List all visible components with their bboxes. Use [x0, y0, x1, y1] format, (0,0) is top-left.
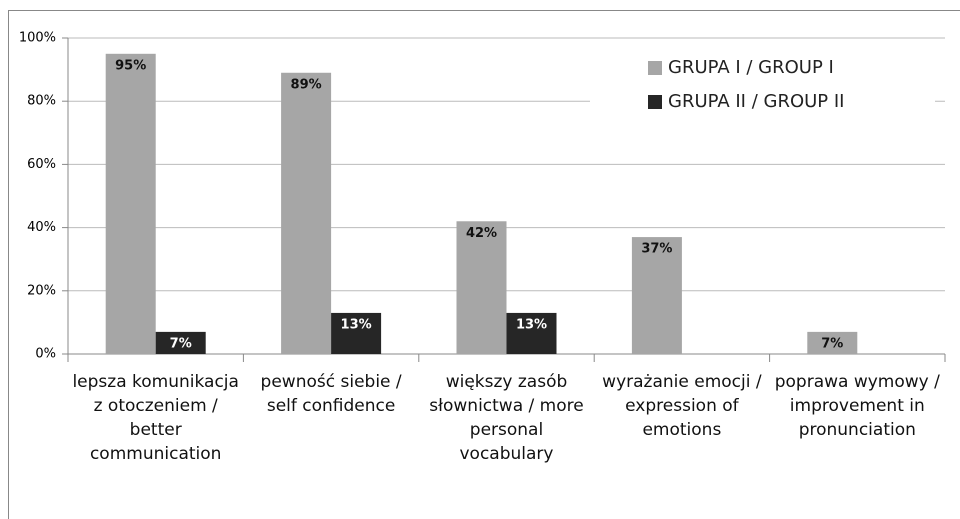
- bar: [105, 53, 156, 355]
- data-label: 42%: [466, 226, 497, 241]
- data-label: 95%: [115, 58, 146, 73]
- data-label: 13%: [516, 317, 547, 332]
- bar: [331, 312, 382, 354]
- x-tick-label: większy zasób słownictwa / more personal…: [429, 372, 584, 464]
- x-tick-label: wyrażanie emocji / expression of emotion…: [602, 372, 762, 440]
- x-tick-label: poprawa wymowy / improvement in pronunci…: [774, 372, 940, 440]
- legend-label: GRUPA I / GROUP I: [668, 57, 834, 78]
- data-label: 7%: [170, 336, 192, 351]
- bar: [281, 72, 332, 354]
- y-tick-label: 60%: [27, 157, 56, 172]
- legend-swatch: [648, 95, 662, 109]
- data-label: 89%: [291, 77, 322, 92]
- x-tick-label: pewność siebie / self confidence: [260, 372, 402, 416]
- legend-label: GRUPA II / GROUP II: [668, 91, 844, 112]
- legend-box: [590, 50, 935, 122]
- y-tick-label: 40%: [27, 220, 56, 235]
- bar: [155, 331, 206, 354]
- bar: [631, 237, 682, 354]
- y-tick-label: 80%: [27, 94, 56, 109]
- data-label: 13%: [341, 317, 372, 332]
- x-tick-label: lepsza komunikacja z otoczeniem / better…: [72, 372, 239, 464]
- legend-swatch: [648, 61, 662, 75]
- y-tick-label: 20%: [27, 283, 56, 298]
- frame: [8, 10, 960, 519]
- data-label: 7%: [821, 336, 843, 351]
- bar: [506, 312, 557, 354]
- bar: [807, 331, 858, 354]
- y-tick-label: 0%: [35, 347, 56, 362]
- bar: [456, 221, 507, 354]
- data-label: 37%: [641, 242, 672, 257]
- y-tick-label: 100%: [19, 31, 56, 46]
